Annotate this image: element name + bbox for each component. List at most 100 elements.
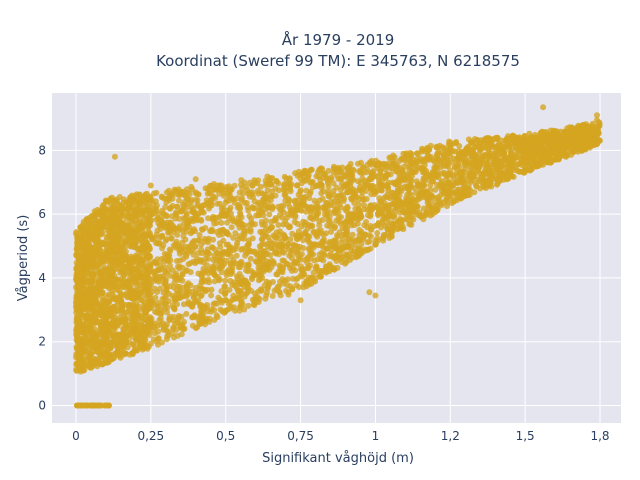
data-point [102, 333, 109, 340]
data-point [509, 145, 516, 152]
data-point [326, 268, 333, 275]
data-point [388, 189, 395, 196]
data-point [163, 236, 170, 243]
data-point [288, 181, 295, 188]
data-point [192, 196, 199, 203]
data-point [316, 218, 323, 225]
data-point [532, 141, 539, 148]
data-point [326, 193, 333, 200]
data-point [360, 196, 367, 203]
data-point [316, 251, 323, 258]
data-point [392, 181, 399, 188]
data-point [143, 190, 150, 197]
data-point [331, 225, 338, 232]
data-point [372, 237, 379, 244]
data-point [300, 245, 307, 252]
data-point [192, 243, 199, 250]
data-point [117, 354, 124, 361]
data-point [408, 178, 415, 184]
data-point [159, 296, 166, 302]
data-point [198, 207, 205, 214]
data-point [79, 321, 86, 328]
data-point [510, 158, 517, 165]
data-point [315, 269, 322, 276]
data-point [281, 191, 288, 198]
data-point [575, 143, 582, 150]
data-point [354, 220, 361, 227]
data-point [346, 170, 353, 177]
data-point [203, 197, 210, 204]
data-point [310, 206, 316, 213]
data-point [83, 231, 90, 238]
data-point [438, 179, 445, 186]
data-point [222, 199, 229, 206]
data-point [545, 154, 552, 160]
data-point [309, 242, 316, 249]
data-point [474, 137, 481, 144]
data-point [281, 173, 288, 180]
data-point [318, 242, 325, 249]
data-point [349, 231, 356, 238]
data-point [227, 298, 234, 305]
data-point [436, 142, 443, 149]
data-point [156, 317, 163, 324]
data-point [174, 319, 181, 326]
data-point [159, 245, 166, 252]
data-point [235, 219, 242, 226]
data-point [103, 319, 110, 326]
data-point [367, 185, 374, 192]
data-point [351, 200, 358, 207]
data-point [395, 164, 402, 171]
data-point [193, 258, 200, 265]
data-point [358, 231, 365, 237]
data-point [183, 293, 190, 300]
data-point [298, 207, 305, 214]
data-point [216, 232, 222, 238]
data-point [466, 173, 473, 180]
data-point [176, 197, 182, 204]
data-point [309, 179, 316, 185]
data-point [455, 148, 462, 155]
data-point [172, 187, 179, 194]
data-point [263, 195, 269, 202]
data-point [211, 186, 218, 193]
data-point [137, 282, 144, 289]
data-point [97, 271, 104, 278]
data-point [368, 161, 375, 168]
data-point [225, 231, 232, 238]
data-point [297, 175, 304, 182]
data-point [227, 303, 234, 310]
data-point [394, 190, 401, 197]
data-point [241, 228, 248, 235]
data-point [278, 241, 285, 248]
data-point [520, 169, 527, 176]
data-point [282, 197, 289, 204]
data-point [280, 186, 287, 193]
data-point [414, 150, 420, 157]
data-point [275, 231, 282, 238]
data-point [460, 193, 467, 200]
data-point [145, 223, 152, 230]
data-point [110, 351, 117, 358]
data-point [141, 207, 148, 214]
data-point [323, 200, 330, 206]
data-point [343, 207, 350, 214]
data-point [480, 140, 487, 146]
data-point [266, 211, 273, 218]
data-point [272, 185, 279, 192]
data-point [454, 186, 461, 193]
data-point [157, 285, 164, 292]
data-point [175, 275, 182, 282]
data-point [196, 236, 203, 243]
data-point [431, 166, 438, 173]
data-point [115, 341, 122, 348]
data-point [170, 325, 177, 332]
data-point [173, 258, 180, 264]
data-point [344, 225, 351, 232]
data-point [223, 241, 230, 248]
data-point [434, 151, 441, 158]
data-point [154, 227, 161, 234]
data-point [128, 258, 135, 265]
data-point [491, 155, 498, 162]
